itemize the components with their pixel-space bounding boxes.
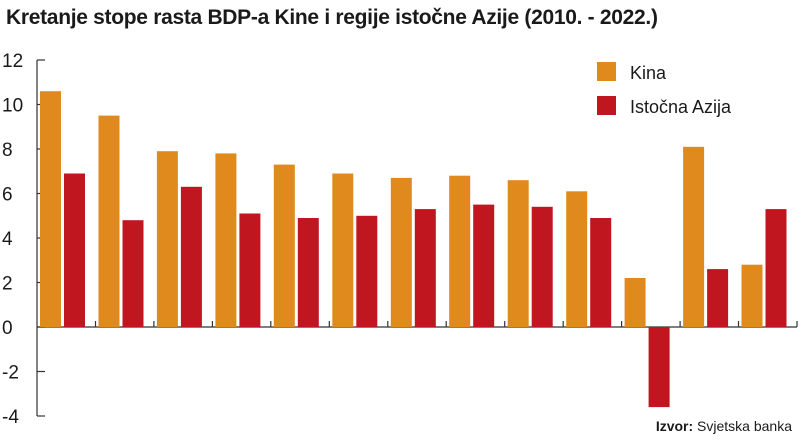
source-note: Izvor: Svjetska banka <box>656 418 792 434</box>
bar-kina-2017 <box>449 175 471 327</box>
legend: Kina Istočna Azija <box>597 62 732 117</box>
bar-istocna-azija-2017 <box>473 204 495 327</box>
y-tick-label: 8 <box>2 140 13 161</box>
bar-kina-2020 <box>624 278 646 327</box>
legend-label-kina: Kina <box>630 63 667 83</box>
bar-kina-2021 <box>683 146 705 327</box>
bar-istocna-azija-2018 <box>531 206 553 327</box>
bar-kina-2013 <box>215 153 237 327</box>
legend-label-istocna-azija: Istočna Azija <box>630 97 732 117</box>
bar-istocna-azija-2019 <box>590 218 612 327</box>
source-label: Izvor: <box>655 418 694 434</box>
bar-istocna-azija-2015 <box>356 215 378 328</box>
source-text: Svjetska banka <box>697 418 792 434</box>
bar-kina-2015 <box>332 173 354 327</box>
bar-istocna-azija-2020 <box>648 327 670 408</box>
bar-istocna-azija-2022 <box>765 209 787 327</box>
bar-kina-2019 <box>566 191 588 327</box>
legend-swatch-kina <box>597 62 616 81</box>
legend-swatch-istocna-azija <box>597 96 616 115</box>
bar-istocna-azija-2016 <box>414 209 436 327</box>
y-tick-label: 12 <box>2 51 23 72</box>
y-tick-label: 4 <box>2 229 13 250</box>
bar-istocna-azija-2021 <box>707 269 729 327</box>
bars-layer <box>40 91 787 408</box>
y-tick-label: 2 <box>2 274 13 295</box>
bar-istocna-azija-2011 <box>122 220 144 327</box>
bar-kina-2018 <box>507 180 529 327</box>
bar-kina-2022 <box>741 264 763 327</box>
y-tick-label: 6 <box>2 185 13 206</box>
bar-kina-2016 <box>390 177 412 327</box>
y-tick-label: -4 <box>2 407 19 428</box>
bar-istocna-azija-2013 <box>239 213 261 327</box>
bar-kina-2010 <box>40 91 61 327</box>
y-tick-label: 0 <box>2 318 13 339</box>
bar-istocna-azija-2014 <box>297 218 319 327</box>
bar-istocna-azija-2012 <box>180 186 202 327</box>
bar-kina-2012 <box>156 151 178 327</box>
bar-kina-2014 <box>273 164 295 327</box>
y-tick-label: -2 <box>2 363 19 384</box>
chart-title: Kretanje stope rasta BDP-a Kine i regije… <box>6 6 658 29</box>
y-tick-label: 10 <box>2 96 23 117</box>
bar-kina-2011 <box>98 115 120 327</box>
bar-istocna-azija-2010 <box>64 173 85 327</box>
